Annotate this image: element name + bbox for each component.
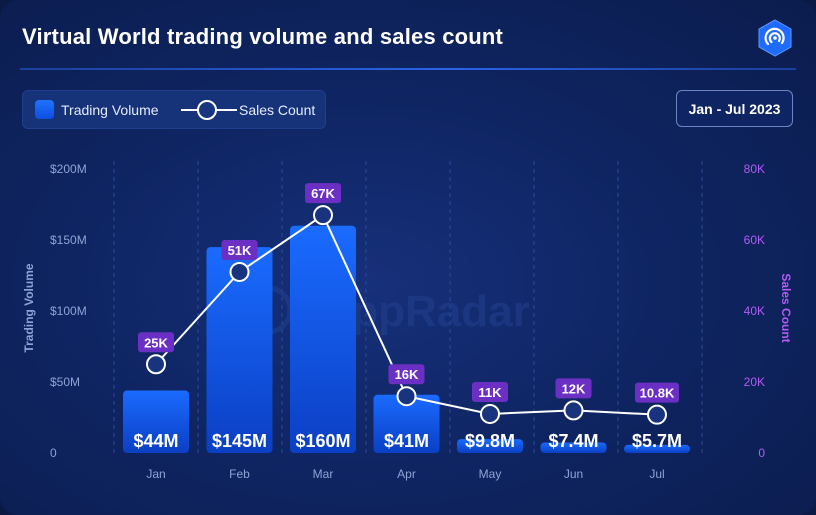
bar-value-label: $41M bbox=[384, 431, 429, 451]
sales-count-label: 10.8K bbox=[640, 386, 675, 401]
sales-count-badge bbox=[388, 364, 425, 385]
legend-bar-swatch bbox=[35, 100, 54, 119]
dappradar-logo-icon[interactable] bbox=[756, 19, 794, 57]
right-axis-tick-label: 40K bbox=[744, 304, 765, 318]
date-range-button[interactable]: Jan - Jul 2023 bbox=[676, 90, 793, 127]
bar-trading-volume bbox=[290, 225, 356, 453]
sales-count-label: 16K bbox=[395, 367, 419, 382]
sales-count-badge bbox=[305, 183, 341, 204]
sales-count-badge bbox=[472, 381, 508, 402]
bar-trading-volume bbox=[373, 394, 440, 453]
x-axis-tick-label: Feb bbox=[229, 467, 250, 481]
sales-count-badge bbox=[635, 382, 679, 403]
x-axis-tick-label: Apr bbox=[397, 467, 416, 481]
x-axis-tick-label: May bbox=[479, 467, 502, 481]
x-axis-tick-label: Jun bbox=[564, 467, 583, 481]
sales-count-badge bbox=[221, 239, 258, 260]
right-axis-title: Sales Count bbox=[779, 273, 793, 342]
sales-count-point bbox=[146, 354, 166, 375]
sales-count-point bbox=[229, 261, 250, 282]
sales-count-point bbox=[396, 386, 417, 407]
bar-value-label: $160M bbox=[295, 431, 350, 451]
left-axis-tick-label: $200M bbox=[50, 162, 87, 176]
right-axis-tick-label: 20K bbox=[744, 375, 765, 389]
sales-count-point bbox=[480, 403, 500, 424]
x-axis-tick-label: Mar bbox=[313, 467, 334, 481]
bar-trading-volume bbox=[123, 390, 189, 453]
chart-legend: Trading Volume Sales Count bbox=[22, 90, 326, 129]
left-axis-tick-label: 0 bbox=[50, 446, 57, 460]
bar-trading-volume bbox=[206, 247, 273, 453]
sales-count-point bbox=[563, 400, 584, 421]
right-axis-tick-label: 60K bbox=[744, 233, 765, 247]
bar-value-label: $7.4M bbox=[548, 431, 598, 451]
left-axis-title: Trading Volume bbox=[22, 263, 36, 352]
legend-trading-volume-label: Trading Volume bbox=[61, 102, 159, 118]
bar-trading-volume bbox=[624, 444, 690, 453]
sales-count-badge bbox=[138, 332, 174, 353]
right-axis-tick-label: 80K bbox=[744, 162, 765, 176]
sales-count-label: 12K bbox=[562, 381, 586, 396]
sales-count-point bbox=[647, 404, 667, 425]
right-axis-tick-label: 0 bbox=[758, 446, 765, 460]
sales-count-label: 11K bbox=[478, 385, 502, 400]
chart-title: Virtual World trading volume and sales c… bbox=[22, 24, 504, 49]
legend-sales-count-label: Sales Count bbox=[239, 102, 316, 118]
legend-line-marker bbox=[197, 100, 217, 120]
left-axis-tick-label: $100M bbox=[50, 304, 87, 318]
bar-trading-volume bbox=[457, 439, 523, 453]
bar-trading-volume bbox=[540, 442, 607, 453]
x-axis-tick-label: Jan bbox=[146, 467, 165, 481]
sales-count-label: 67K bbox=[311, 186, 335, 201]
x-axis-tick-label: Jul bbox=[649, 467, 664, 481]
sales-count-label: 51K bbox=[228, 243, 252, 258]
left-axis-tick-label: $150M bbox=[50, 233, 87, 247]
bar-value-label: $145M bbox=[212, 431, 267, 451]
sales-count-point bbox=[313, 205, 333, 226]
left-axis-tick-label: $50M bbox=[50, 375, 80, 389]
bar-value-label: $5.7M bbox=[632, 431, 682, 451]
sales-count-badge bbox=[555, 378, 592, 399]
sales-count-label: 25K bbox=[144, 335, 168, 350]
bar-value-label: $9.8M bbox=[465, 431, 515, 451]
title-divider bbox=[20, 68, 796, 70]
bar-value-label: $44M bbox=[133, 431, 178, 451]
